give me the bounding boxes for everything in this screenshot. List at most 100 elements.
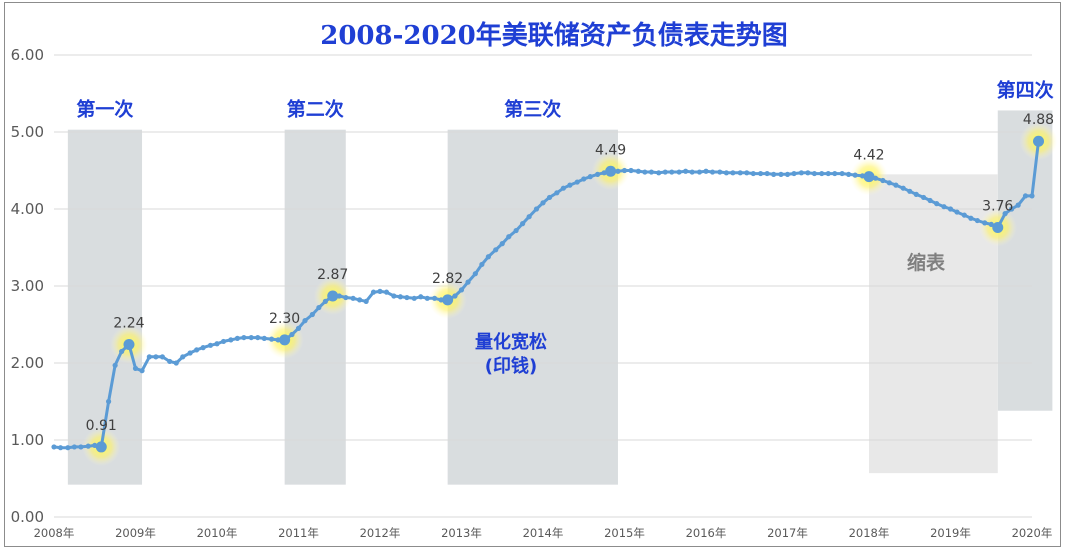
data-point: [391, 293, 397, 299]
data-point: [921, 194, 927, 201]
data-point: [560, 185, 566, 191]
x-tick-label: 2018年: [849, 526, 890, 540]
data-point: [683, 168, 689, 174]
qe-label-line2: (印钱): [485, 355, 537, 377]
data-point: [737, 170, 743, 176]
data-point: [554, 190, 560, 196]
data-point: [669, 169, 675, 175]
data-point: [750, 170, 756, 177]
data-point: [302, 318, 308, 324]
data-point: [982, 220, 988, 226]
data-point: [927, 197, 933, 204]
data-point: [159, 354, 165, 360]
data-point: [485, 254, 491, 260]
data-point: [656, 170, 662, 176]
y-tick-label: 3.00: [11, 277, 44, 295]
data-point: [893, 182, 899, 188]
data-point: [805, 170, 811, 176]
data-point: [567, 182, 573, 188]
data-point: [533, 206, 540, 212]
data-point: [65, 445, 71, 451]
x-tick-label: 2011年: [278, 526, 319, 540]
data-point: [173, 360, 179, 366]
data-point: [954, 209, 960, 215]
data-point: [662, 169, 668, 175]
data-point: [934, 201, 940, 207]
data-point: [85, 443, 91, 449]
y-axis: 0.00 1.00 2.00 3.00 4.00 5.00 6.00: [11, 46, 44, 526]
data-point: [621, 167, 628, 174]
qe-region-label: 第一次: [76, 98, 133, 121]
data-point: [458, 287, 465, 293]
data-point: [71, 444, 77, 450]
highlight-point: [863, 171, 875, 183]
data-point: [852, 172, 858, 178]
x-tick-label: 2009年: [115, 526, 156, 540]
data-point: [269, 336, 275, 342]
data-point: [194, 347, 200, 353]
qe-region-label: 第三次: [504, 98, 561, 121]
data-point: [886, 180, 892, 186]
highlight-point: [279, 334, 291, 346]
data-point: [377, 288, 383, 294]
data-point: [187, 350, 193, 356]
data-point: [241, 334, 247, 341]
data-point: [615, 168, 621, 174]
data-point: [357, 297, 363, 303]
data-label: 2.87: [317, 267, 348, 283]
data-point: [968, 215, 974, 221]
data-point: [846, 171, 852, 177]
x-tick-label: 2019年: [930, 526, 971, 540]
data-label: 4.88: [1023, 112, 1054, 128]
data-point: [546, 194, 553, 201]
data-point: [648, 169, 654, 175]
data-point: [581, 176, 587, 182]
x-tick-label: 2016年: [686, 526, 727, 540]
data-label: 2.24: [113, 316, 144, 332]
data-point: [744, 170, 750, 176]
data-point: [839, 170, 845, 177]
data-point: [1022, 193, 1029, 199]
data-point: [248, 334, 254, 341]
data-point: [947, 206, 954, 212]
data-point: [397, 294, 403, 300]
data-point: [595, 171, 601, 177]
highlight-point: [1033, 135, 1045, 147]
data-point: [404, 294, 410, 301]
data-point: [309, 311, 315, 318]
data-point: [635, 168, 641, 174]
x-tick-label: 2010年: [197, 526, 238, 540]
x-tick-label: 2017年: [767, 526, 808, 540]
highlight-point: [442, 294, 454, 306]
data-point: [811, 170, 817, 177]
data-point: [350, 295, 356, 301]
data-point: [472, 271, 478, 277]
regions-layer: [67, 110, 1053, 485]
data-point: [832, 170, 838, 177]
data-point: [907, 188, 913, 194]
y-tick-label: 5.00: [11, 123, 44, 141]
gridlines: [54, 54, 1032, 518]
data-point: [479, 261, 485, 268]
data-point: [322, 298, 328, 304]
data-point: [146, 354, 152, 360]
data-point: [370, 289, 377, 295]
highlight-markers: [95, 135, 1045, 453]
qe-region-label: 第四次: [997, 78, 1054, 101]
y-tick-label: 2.00: [11, 354, 44, 372]
data-point: [819, 170, 825, 177]
data-label: 2.30: [269, 311, 300, 327]
data-point: [411, 295, 417, 301]
data-point: [825, 170, 831, 177]
data-point: [1029, 193, 1035, 199]
highlight-point: [95, 441, 107, 453]
shrink-region: [869, 174, 998, 474]
data-point: [112, 362, 118, 368]
data-point: [798, 170, 804, 176]
data-point: [771, 171, 777, 177]
data-point: [696, 169, 703, 175]
data-point: [261, 335, 267, 341]
chart-title: 2008-2020年美联储资产负债表走势图: [320, 20, 788, 51]
data-point: [709, 169, 716, 175]
data-point: [383, 289, 390, 295]
